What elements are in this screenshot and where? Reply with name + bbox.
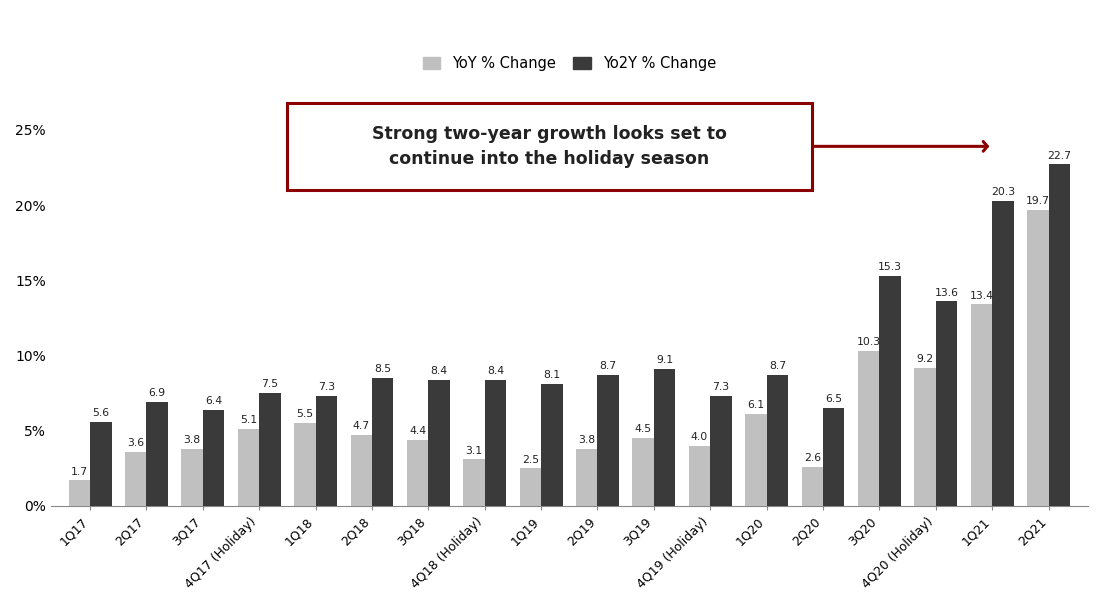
Text: 4.0: 4.0 — [690, 432, 708, 442]
Bar — [1027, 210, 1049, 506]
Text: 3.8: 3.8 — [183, 435, 201, 445]
Text: 3.6: 3.6 — [127, 438, 144, 448]
Text: 7.5: 7.5 — [261, 379, 278, 389]
Bar — [654, 369, 675, 506]
Text: Strong two-year growth looks set to
continue into the holiday season: Strong two-year growth looks set to cont… — [372, 125, 727, 168]
Text: 8.7: 8.7 — [600, 361, 617, 371]
Text: 13.6: 13.6 — [934, 288, 959, 298]
FancyBboxPatch shape — [288, 103, 812, 190]
Text: 5.5: 5.5 — [297, 410, 313, 419]
Text: 6.5: 6.5 — [825, 395, 843, 404]
Bar — [203, 410, 224, 506]
Bar — [1049, 164, 1070, 506]
Text: 4.5: 4.5 — [634, 424, 652, 435]
Text: 9.1: 9.1 — [656, 355, 673, 365]
Bar — [125, 452, 147, 506]
Bar — [576, 449, 598, 506]
Text: 4.7: 4.7 — [353, 422, 370, 431]
Bar — [68, 481, 90, 506]
Bar — [935, 301, 957, 506]
Text: 20.3: 20.3 — [990, 187, 1015, 197]
Bar — [407, 440, 428, 506]
Bar — [90, 422, 111, 506]
Text: 6.4: 6.4 — [205, 396, 222, 406]
Bar — [259, 393, 280, 506]
Bar — [147, 402, 168, 506]
Text: 15.3: 15.3 — [878, 262, 902, 272]
Bar — [993, 201, 1014, 506]
Bar — [767, 375, 788, 506]
Bar — [484, 379, 506, 506]
Text: 13.4: 13.4 — [970, 291, 994, 301]
Bar — [315, 396, 338, 506]
Text: 3.8: 3.8 — [578, 435, 596, 445]
Bar — [710, 396, 731, 506]
Text: 8.7: 8.7 — [769, 361, 786, 371]
Text: 10.3: 10.3 — [857, 337, 880, 347]
Text: 3.1: 3.1 — [465, 445, 483, 456]
Bar — [858, 351, 879, 506]
Text: 7.3: 7.3 — [318, 382, 335, 392]
Bar — [372, 378, 394, 506]
Text: 5.6: 5.6 — [93, 408, 109, 418]
Bar — [351, 435, 372, 506]
Text: 8.1: 8.1 — [544, 370, 560, 381]
Bar — [632, 438, 654, 506]
Text: 1.7: 1.7 — [71, 467, 88, 476]
Bar — [689, 446, 710, 506]
Text: 8.4: 8.4 — [486, 366, 504, 376]
Bar — [802, 467, 823, 506]
Bar — [295, 423, 315, 506]
Text: 2.5: 2.5 — [522, 454, 539, 465]
Text: 8.4: 8.4 — [430, 366, 448, 376]
Bar — [879, 276, 901, 506]
Bar — [238, 429, 259, 506]
Bar — [971, 304, 993, 506]
Text: 2.6: 2.6 — [804, 453, 821, 463]
Text: 4.4: 4.4 — [409, 426, 426, 436]
Text: 22.7: 22.7 — [1047, 151, 1071, 161]
Bar — [428, 379, 450, 506]
Text: 19.7: 19.7 — [1026, 196, 1050, 206]
Bar — [746, 414, 767, 506]
Bar — [914, 367, 935, 506]
Bar — [181, 449, 203, 506]
Bar — [463, 459, 484, 506]
Bar — [823, 408, 845, 506]
Text: 5.1: 5.1 — [240, 416, 257, 425]
Bar — [542, 384, 563, 506]
Legend: YoY % Change, Yo2Y % Change: YoY % Change, Yo2Y % Change — [417, 50, 721, 76]
Text: 7.3: 7.3 — [713, 382, 729, 392]
Text: 6.1: 6.1 — [748, 401, 764, 410]
Text: 8.5: 8.5 — [374, 364, 392, 375]
Text: 9.2: 9.2 — [917, 354, 933, 364]
Bar — [520, 468, 542, 506]
Text: 6.9: 6.9 — [149, 388, 165, 398]
Bar — [598, 375, 619, 506]
